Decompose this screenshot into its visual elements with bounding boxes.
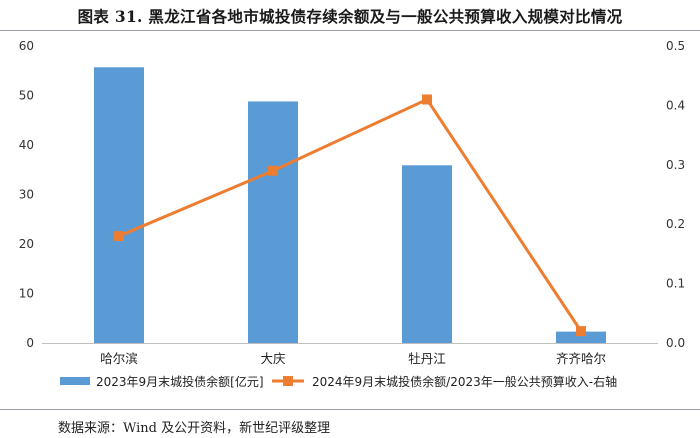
- legend-line-label: 2024年9月末城投债余额/2023年一般公共预算收入-右轴: [312, 374, 617, 389]
- left-axis: 0 10 20 30 40 50 60: [19, 39, 34, 350]
- category-label: 牡丹江: [408, 351, 446, 366]
- bar: [402, 165, 452, 343]
- legend: 2023年9月末城投债余额[亿元] 2024年9月末城投债余额/2023年一般公共…: [60, 374, 617, 389]
- data-source-note: 数据来源：Wind 及公开资料，新世纪评级整理: [58, 421, 331, 436]
- right-axis-tick-label: 0.2: [666, 217, 685, 231]
- category-labels: 哈尔滨 大庆 牡丹江 齐齐哈尔: [100, 351, 606, 366]
- right-axis-tick-label: 0.5: [666, 39, 685, 53]
- line-point-marker: [576, 326, 586, 337]
- title-divider: [0, 30, 700, 31]
- category-label: 大庆: [260, 351, 286, 366]
- chart-container: 0 10 20 30 40 50 60 0.0 0.1 0.2 0.3 0.4 0.5 哈尔滨 大庆 牡丹…: [0, 32, 700, 410]
- right-axis-tick-label: 0.0: [666, 336, 685, 350]
- left-axis-tick-label: 50: [19, 89, 34, 103]
- left-axis-tick-label: 0: [26, 336, 34, 350]
- right-axis-tick-label: 0.4: [666, 98, 685, 112]
- category-label: 哈尔滨: [100, 351, 138, 366]
- left-axis-tick-label: 60: [19, 39, 34, 53]
- line-series: [118, 97, 583, 332]
- bar: [94, 67, 144, 343]
- legend-bar-swatch: [60, 377, 90, 385]
- line-point-marker: [268, 165, 278, 176]
- chart-title: 图表 31. 黑龙江省各地市城投债存续余额及与一般公共预算收入规模对比情况: [77, 7, 623, 26]
- bar: [556, 331, 606, 343]
- category-label: 齐齐哈尔: [556, 351, 606, 366]
- left-axis-tick-label: 30: [19, 188, 34, 202]
- bars-layer: [42, 67, 658, 344]
- legend-line-marker: [283, 376, 293, 386]
- line-point-marker: [422, 94, 432, 105]
- legend-bar-label: 2023年9月末城投债余额[亿元]: [96, 374, 264, 389]
- chart-svg: 0 10 20 30 40 50 60 0.0 0.1 0.2 0.3 0.4 0.5 哈尔滨 大庆 牡丹…: [19, 39, 685, 389]
- right-axis-tick-label: 0.3: [666, 158, 685, 172]
- right-axis: 0.0 0.1 0.2 0.3 0.4 0.5: [666, 39, 685, 350]
- line-point-marker: [114, 231, 124, 242]
- line-layer: [114, 94, 586, 337]
- left-axis-tick-label: 40: [19, 138, 34, 152]
- left-axis-tick-label: 10: [19, 287, 34, 301]
- right-axis-tick-label: 0.1: [666, 277, 685, 291]
- bar: [248, 101, 298, 343]
- left-axis-tick-label: 20: [19, 237, 34, 251]
